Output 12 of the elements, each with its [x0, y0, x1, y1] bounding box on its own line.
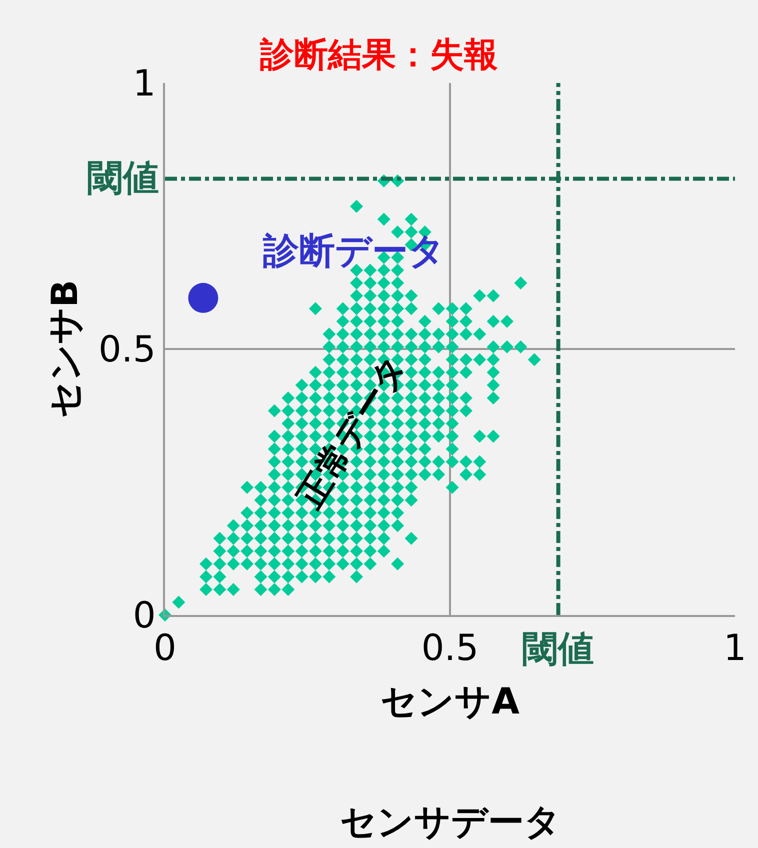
x-axis-title: センサA [380, 681, 520, 722]
x-tick-label: 0.5 [421, 628, 479, 670]
y-tick-label: 1 [132, 64, 156, 105]
x-tick-label: 1 [724, 628, 746, 670]
chart-title: 診断結果：失報 [259, 35, 498, 76]
text: センサデータ [340, 802, 561, 843]
text: 正常データ [288, 348, 415, 516]
y-tick-label: 0.5 [98, 330, 156, 371]
ref-line-label: 閾値 [522, 629, 594, 670]
y-tick-label: 0 [132, 596, 156, 637]
y-axis-title: センサB [44, 280, 86, 418]
ref-line-label: 閾値 [87, 158, 159, 199]
